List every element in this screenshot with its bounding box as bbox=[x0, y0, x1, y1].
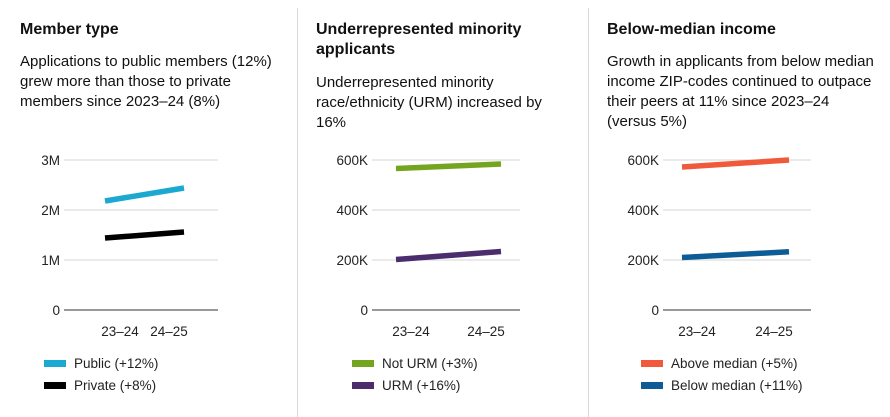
x-tick-label: 23–24 bbox=[392, 324, 430, 339]
panel-income: Below-median income Growth in applicants… bbox=[589, 0, 890, 417]
panel-divider bbox=[588, 8, 589, 417]
y-tick-label: 400K bbox=[336, 203, 368, 218]
legend-swatch bbox=[352, 359, 374, 367]
panel-member-type: Member type Applications to public membe… bbox=[0, 0, 297, 417]
y-tick-label: 600K bbox=[627, 153, 659, 168]
panel-description: Underrepresented minority race/ethnicity… bbox=[316, 74, 542, 131]
y-tick-label: 600K bbox=[336, 153, 368, 168]
panel-title: Member type bbox=[20, 21, 119, 38]
x-tick-label: 24–25 bbox=[150, 324, 188, 339]
series-line bbox=[104, 229, 185, 241]
chart-legend: Not URM (+3%) URM (+16%) bbox=[352, 352, 478, 396]
legend-swatch bbox=[641, 359, 663, 367]
chart-legend: Public (+12%) Private (+8%) bbox=[44, 352, 158, 396]
panel-divider bbox=[297, 8, 298, 417]
series-line bbox=[395, 248, 502, 263]
y-tick-label: 400K bbox=[627, 203, 659, 218]
legend-swatch bbox=[44, 381, 66, 389]
legend-label: Not URM (+3%) bbox=[382, 355, 478, 371]
series-line bbox=[395, 161, 502, 172]
panel-title: Underrepresented minority applicants bbox=[316, 21, 522, 58]
legend-label: Public (+12%) bbox=[74, 355, 159, 371]
x-tick-label: 24–25 bbox=[467, 324, 505, 339]
legend-item: Not URM (+3%) bbox=[352, 352, 478, 374]
y-tick-label: 200K bbox=[336, 253, 368, 268]
legend-item: Above median (+5%) bbox=[641, 352, 802, 374]
legend-swatch bbox=[641, 381, 663, 389]
y-tick-label: 0 bbox=[52, 303, 60, 318]
y-tick-label: 0 bbox=[651, 303, 659, 318]
y-tick-label: 3M bbox=[41, 153, 60, 168]
legend-item: Public (+12%) bbox=[44, 352, 158, 374]
legend-item: Private (+8%) bbox=[44, 374, 158, 396]
panel-description: Applications to public members (12%) gre… bbox=[20, 53, 272, 110]
panel-description: Growth in applicants from below median i… bbox=[607, 53, 874, 130]
legend-swatch bbox=[44, 359, 66, 367]
panel-title: Below-median income bbox=[607, 21, 776, 38]
series-line bbox=[681, 157, 790, 170]
y-tick-label: 2M bbox=[41, 203, 60, 218]
y-tick-label: 0 bbox=[360, 303, 368, 318]
x-tick-label: 24–25 bbox=[755, 324, 793, 339]
series-line bbox=[104, 185, 185, 204]
legend-label: Private (+8%) bbox=[74, 377, 157, 393]
series-line bbox=[681, 249, 790, 261]
legend-swatch bbox=[352, 381, 374, 389]
y-tick-label: 200K bbox=[627, 253, 659, 268]
y-tick-label: 1M bbox=[41, 253, 60, 268]
legend-label: Above median (+5%) bbox=[671, 355, 798, 371]
legend-label: Below median (+11%) bbox=[671, 377, 803, 393]
x-tick-label: 23–24 bbox=[678, 324, 716, 339]
line-chart: 0 200K 400K 600K 23–24 24–25 bbox=[336, 153, 520, 339]
legend-label: URM (+16%) bbox=[382, 377, 461, 393]
panel-urm: Underrepresented minority applicants Und… bbox=[298, 0, 588, 417]
x-tick-label: 23–24 bbox=[101, 324, 139, 339]
legend-item: URM (+16%) bbox=[352, 374, 478, 396]
chart-legend: Above median (+5%) Below median (+11%) bbox=[641, 352, 802, 396]
line-chart: 0 1M 2M 3M 23–24 24–25 bbox=[41, 153, 218, 339]
line-chart: 0 200K 400K 600K 23–24 24–25 bbox=[627, 153, 811, 339]
legend-item: Below median (+11%) bbox=[641, 374, 802, 396]
